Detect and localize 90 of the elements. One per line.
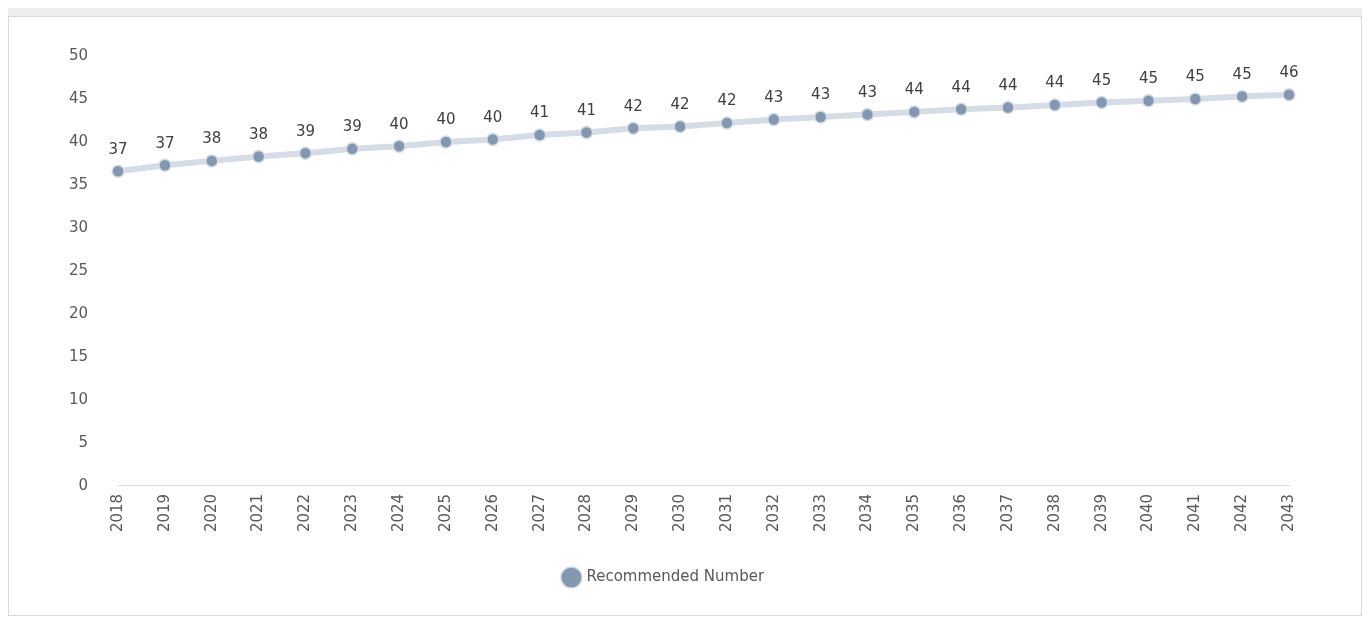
point	[1282, 87, 1296, 102]
x-tick-label: 2023	[342, 493, 361, 533]
data-label: 39	[295, 121, 315, 140]
data-label: 40	[389, 114, 409, 133]
point	[626, 121, 641, 135]
x-tick-label: 2031	[716, 493, 735, 533]
data-label: 45	[1138, 69, 1159, 88]
point	[205, 154, 219, 168]
data-label: 40	[483, 107, 503, 126]
data-label: 41	[576, 100, 596, 119]
y-tick-label: 20	[68, 303, 89, 322]
y-tick-label: 5	[78, 432, 89, 451]
x-tick-label: 2042	[1232, 493, 1251, 533]
y-tick-label: 50	[68, 45, 89, 64]
point	[298, 146, 313, 160]
x-tick-label: 2032	[763, 493, 782, 533]
x-tick-label: 2022	[295, 493, 314, 533]
point	[954, 102, 968, 117]
x-tick-label: 2020	[201, 493, 220, 533]
point	[1048, 98, 1062, 112]
x-tick-label: 2037	[997, 493, 1016, 533]
point	[1235, 89, 1249, 104]
point	[720, 116, 734, 130]
point	[1001, 100, 1015, 115]
x-tick-label: 2041	[1185, 493, 1204, 533]
y-tick-label: 15	[68, 346, 89, 365]
data-label: 45	[1185, 67, 1205, 86]
point	[1141, 93, 1156, 108]
data-label: 44	[998, 75, 1018, 94]
point	[251, 149, 266, 164]
data-label: 42	[670, 94, 690, 113]
data-label: 38	[249, 124, 269, 143]
x-tick-label: 2019	[154, 493, 173, 533]
x-tick-label: 2035	[904, 493, 923, 533]
data-label: 38	[202, 129, 222, 148]
legend-label: Recommended Number	[586, 567, 765, 586]
data-label: 43	[857, 82, 878, 101]
point	[1188, 92, 1203, 106]
x-tick-label: 2038	[1044, 493, 1063, 533]
x-tick-label: 2026	[482, 493, 501, 533]
point	[158, 158, 172, 172]
x-tick-label: 2025	[435, 493, 454, 533]
data-label: 45	[1092, 70, 1112, 89]
y-tick-label: 40	[68, 131, 89, 150]
data-label: 44	[1045, 73, 1065, 92]
point	[439, 135, 453, 149]
data-label: 37	[155, 133, 175, 152]
x-tick-label: 2043	[1278, 493, 1297, 533]
x-tick-label: 2018	[107, 493, 126, 533]
point	[813, 110, 828, 124]
y-tick-label: 35	[68, 174, 89, 193]
x-tick-label: 2027	[529, 493, 548, 533]
data-label: 42	[623, 96, 643, 115]
data-label: 43	[811, 85, 831, 104]
data-label: 44	[951, 77, 971, 96]
point	[486, 132, 500, 147]
data-label: 39	[342, 117, 362, 136]
data-label: 44	[904, 80, 924, 99]
data-label: 42	[717, 91, 737, 110]
x-tick-label: 2039	[1091, 493, 1110, 533]
point	[532, 128, 547, 142]
point	[345, 142, 360, 156]
x-tick-label: 2036	[951, 493, 970, 533]
y-tick-label: 0	[78, 475, 89, 494]
data-label: 46	[1279, 63, 1299, 82]
point	[767, 112, 781, 127]
data-label: 45	[1232, 64, 1252, 83]
point	[1094, 95, 1109, 110]
x-tick-label: 2021	[248, 493, 267, 533]
x-tick-label: 2029	[623, 493, 642, 533]
data-label: 41	[530, 103, 550, 122]
data-label: 40	[436, 110, 456, 129]
y-tick-label: 30	[68, 217, 89, 236]
y-tick-label: 10	[68, 389, 89, 408]
y-tick-label: 45	[68, 88, 89, 107]
data-label: 43	[764, 88, 784, 106]
data-label: 37	[108, 139, 128, 158]
point	[579, 125, 594, 140]
x-tick-label: 2028	[576, 493, 595, 533]
x-tick-label: 2033	[810, 493, 829, 533]
x-tick-label: 2034	[857, 493, 876, 533]
point	[111, 164, 125, 178]
point	[907, 105, 922, 119]
y-tick-label: 25	[68, 260, 89, 279]
point	[860, 107, 875, 122]
point	[392, 139, 406, 154]
x-tick-label: 2030	[670, 493, 689, 533]
x-tick-label: 2040	[1138, 493, 1157, 533]
x-tick-label: 2024	[389, 493, 407, 533]
point	[673, 119, 687, 134]
